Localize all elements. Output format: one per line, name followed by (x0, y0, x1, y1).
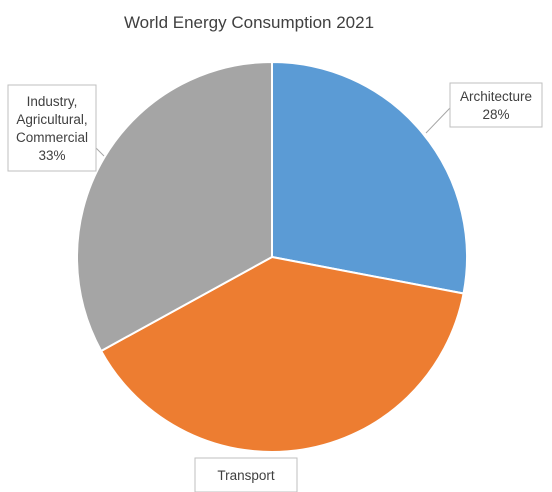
data-labels: Architecture 28% Transport Industry, Agricul… (7, 82, 543, 492)
data-label-2: Transport (217, 468, 275, 483)
pie-slice-1 (271, 61, 468, 295)
pie-slice-3 (76, 61, 273, 352)
leader-line-1 (425, 107, 451, 134)
label-leader-lines (95, 107, 451, 157)
data-label-box-1 (449, 82, 543, 128)
pie-slice-2 (100, 256, 465, 453)
leader-line-3 (95, 147, 105, 157)
data-label-box-3 (7, 84, 97, 172)
chart-title: World Energy Consumption 2021 (124, 13, 374, 32)
pie-slices (76, 61, 468, 453)
data-label-1: Architecture 28% (460, 89, 532, 122)
data-label-3: Industry, Agricultural, Commercial 33% (16, 94, 88, 163)
data-label-box-2 (194, 457, 298, 492)
